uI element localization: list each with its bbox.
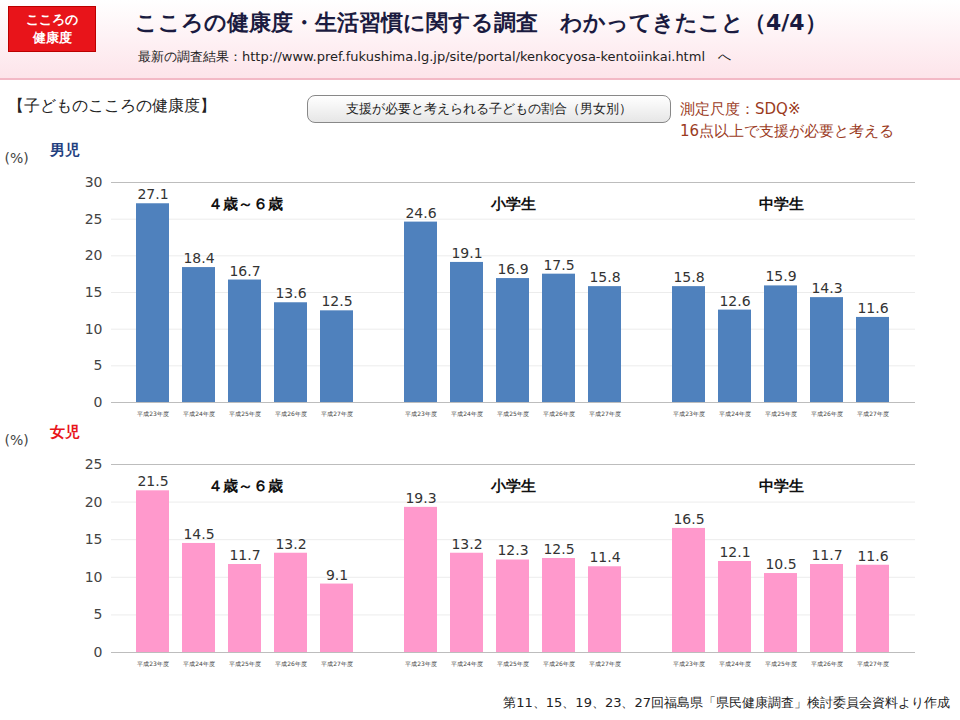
svg-text:11.7: 11.7	[229, 547, 260, 563]
svg-text:14.5: 14.5	[183, 526, 214, 542]
svg-text:25: 25	[85, 456, 103, 472]
svg-text:0: 0	[94, 644, 103, 660]
svg-text:11.6: 11.6	[857, 300, 888, 316]
svg-text:11.4: 11.4	[589, 549, 620, 565]
svg-text:13.6: 13.6	[275, 285, 306, 301]
svg-text:5: 5	[94, 606, 103, 622]
svg-text:15.8: 15.8	[673, 269, 704, 285]
svg-text:13.2: 13.2	[451, 536, 482, 552]
svg-text:12.6: 12.6	[719, 293, 750, 309]
svg-text:30: 30	[85, 174, 103, 190]
svg-text:5: 5	[94, 357, 103, 373]
svg-text:12.1: 12.1	[719, 544, 750, 560]
svg-text:11.6: 11.6	[857, 548, 888, 564]
html-text:最新の調査結果：http://www.pref.fukush: 最新の調査結果：http://www.pref.fukushima.lg.jp/…	[138, 49, 731, 64]
svg-text:19.3: 19.3	[405, 490, 436, 506]
svg-text:４歳～６歳: ４歳～６歳	[208, 195, 283, 213]
html-text:男児: 男児	[50, 141, 80, 159]
svg-text:(%): (%)	[5, 150, 29, 166]
svg-text:平成24年度: 平成24年度	[719, 660, 751, 667]
svg-text:平成26年度: 平成26年度	[275, 410, 307, 417]
svg-text:平成26年度: 平成26年度	[811, 410, 843, 417]
svg-text:11.7: 11.7	[811, 547, 842, 563]
svg-text:20: 20	[85, 494, 103, 510]
svg-text:小学生: 小学生	[490, 477, 536, 495]
svg-text:15: 15	[85, 284, 103, 300]
svg-text:平成24年度: 平成24年度	[451, 660, 483, 667]
svg-text:平成23年度: 平成23年度	[405, 410, 437, 417]
svg-text:４歳～６歳: ４歳～６歳	[208, 477, 283, 495]
html-text:支援が必要と考えられる子どもの割合（男女別）: 支援が必要と考えられる子どもの割合（男女別）	[346, 101, 632, 116]
svg-text:平成27年度: 平成27年度	[321, 410, 353, 417]
svg-text:10: 10	[85, 569, 103, 585]
svg-text:平成24年度: 平成24年度	[719, 410, 751, 417]
svg-text:0: 0	[94, 394, 103, 410]
svg-text:平成25年度: 平成25年度	[497, 410, 529, 417]
svg-text:平成26年度: 平成26年度	[811, 660, 843, 667]
svg-text:平成23年度: 平成23年度	[137, 410, 169, 417]
svg-text:9.1: 9.1	[326, 567, 348, 583]
html-text:16点以上で支援が必要と考える: 16点以上で支援が必要と考える	[680, 122, 895, 140]
svg-text:平成25年度: 平成25年度	[497, 660, 529, 667]
svg-text:平成25年度: 平成25年度	[765, 660, 797, 667]
svg-text:12.5: 12.5	[321, 293, 352, 309]
svg-text:平成24年度: 平成24年度	[183, 660, 215, 667]
svg-text:中学生: 中学生	[759, 477, 804, 495]
svg-text:17.5: 17.5	[543, 257, 574, 273]
svg-text:21.5: 21.5	[137, 473, 168, 489]
svg-text:平成27年度: 平成27年度	[857, 410, 889, 417]
svg-text:13.2: 13.2	[275, 536, 306, 552]
svg-text:27.1: 27.1	[137, 186, 168, 202]
svg-text:平成27年度: 平成27年度	[589, 410, 621, 417]
html-text:【子どものこころの健康度】: 【子どものこころの健康度】	[8, 96, 216, 115]
svg-text:平成25年度: 平成25年度	[229, 410, 261, 417]
svg-text:平成25年度: 平成25年度	[765, 410, 797, 417]
svg-text:平成27年度: 平成27年度	[589, 660, 621, 667]
svg-text:平成27年度: 平成27年度	[321, 660, 353, 667]
svg-text:12.3: 12.3	[497, 542, 528, 558]
svg-text:16.9: 16.9	[497, 261, 528, 277]
html-text:こころの 健康度: こころの 健康度	[26, 12, 78, 45]
html-text:第11、15、19、23、27回福島県「県民健康調査」検討委: 第11、15、19、23、27回福島県「県民健康調査」検討委員会資料より作成	[503, 695, 950, 710]
svg-text:平成23年度: 平成23年度	[137, 660, 169, 667]
svg-text:平成24年度: 平成24年度	[183, 410, 215, 417]
svg-text:(%): (%)	[5, 432, 29, 448]
svg-text:20: 20	[85, 247, 103, 263]
svg-text:15: 15	[85, 531, 103, 547]
svg-text:平成26年度: 平成26年度	[275, 660, 307, 667]
svg-text:18.4: 18.4	[183, 250, 214, 266]
svg-text:中学生: 中学生	[759, 195, 804, 213]
svg-text:15.8: 15.8	[589, 269, 620, 285]
svg-text:25: 25	[85, 211, 103, 227]
svg-text:16.5: 16.5	[673, 511, 704, 527]
html-text:こころの健康度・生活習慣に関する調査 わかってきたこと（4/: こころの健康度・生活習慣に関する調査 わかってきたこと（4/4）	[135, 10, 827, 35]
svg-text:24.6: 24.6	[405, 205, 436, 221]
svg-text:平成26年度: 平成26年度	[543, 410, 575, 417]
svg-text:10.5: 10.5	[765, 556, 796, 572]
svg-text:14.3: 14.3	[811, 280, 842, 296]
svg-text:16.7: 16.7	[229, 263, 260, 279]
svg-text:平成24年度: 平成24年度	[451, 410, 483, 417]
html-text:女児: 女児	[50, 423, 80, 441]
svg-text:平成27年度: 平成27年度	[857, 660, 889, 667]
svg-text:19.1: 19.1	[451, 245, 482, 261]
svg-text:平成23年度: 平成23年度	[673, 660, 705, 667]
svg-text:15.9: 15.9	[765, 268, 796, 284]
svg-text:平成23年度: 平成23年度	[673, 410, 705, 417]
svg-text:平成23年度: 平成23年度	[405, 660, 437, 667]
svg-text:12.5: 12.5	[543, 541, 574, 557]
svg-text:10: 10	[85, 321, 103, 337]
html-text:測定尺度：SDQ※: 測定尺度：SDQ※	[680, 100, 801, 118]
svg-text:平成25年度: 平成25年度	[229, 660, 261, 667]
svg-text:小学生: 小学生	[490, 195, 536, 213]
svg-text:平成26年度: 平成26年度	[543, 660, 575, 667]
